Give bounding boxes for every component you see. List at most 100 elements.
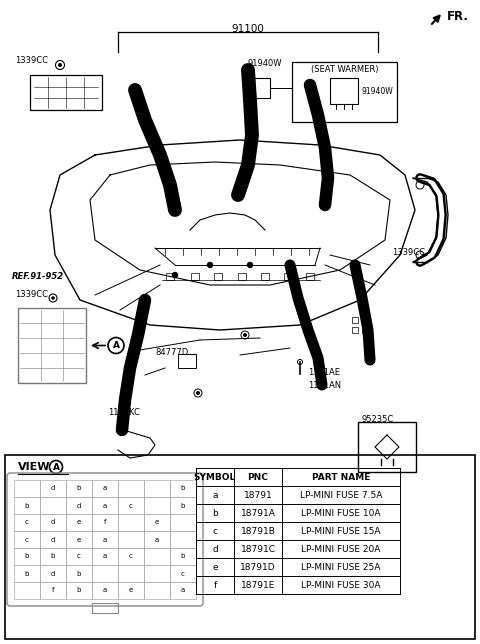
Bar bbox=[66, 565, 92, 582]
Bar bbox=[14, 480, 40, 497]
Bar bbox=[261, 273, 269, 280]
Text: 18791E: 18791E bbox=[241, 580, 275, 589]
Bar bbox=[191, 273, 199, 280]
Circle shape bbox=[288, 263, 292, 267]
Text: 1125KC: 1125KC bbox=[108, 408, 140, 417]
Text: 91100: 91100 bbox=[231, 24, 264, 34]
Bar bbox=[352, 317, 358, 323]
Bar bbox=[18, 308, 86, 383]
Bar bbox=[118, 497, 144, 514]
Text: d: d bbox=[212, 544, 218, 553]
Text: b: b bbox=[77, 587, 81, 594]
Text: c: c bbox=[25, 520, 29, 526]
Text: VIEW: VIEW bbox=[18, 462, 50, 472]
Text: b: b bbox=[181, 502, 185, 509]
Text: A: A bbox=[112, 341, 120, 350]
Bar bbox=[144, 514, 170, 531]
Bar bbox=[14, 497, 40, 514]
Bar bbox=[144, 565, 170, 582]
Text: 18791C: 18791C bbox=[240, 544, 276, 553]
Bar bbox=[306, 273, 314, 280]
Text: REF.91-952: REF.91-952 bbox=[12, 272, 64, 281]
Text: b: b bbox=[77, 571, 81, 576]
Text: a: a bbox=[103, 587, 107, 594]
Circle shape bbox=[172, 272, 178, 278]
Text: f: f bbox=[52, 587, 54, 594]
Bar bbox=[66, 497, 92, 514]
Text: e: e bbox=[77, 536, 81, 542]
Bar bbox=[170, 565, 196, 582]
Bar bbox=[40, 582, 66, 599]
Bar bbox=[144, 548, 170, 565]
Bar bbox=[118, 480, 144, 497]
Text: LP-MINI FUSE 10A: LP-MINI FUSE 10A bbox=[301, 509, 381, 518]
Bar bbox=[14, 548, 40, 565]
Bar bbox=[170, 480, 196, 497]
Bar bbox=[92, 603, 118, 613]
Bar bbox=[238, 273, 246, 280]
Text: 18791D: 18791D bbox=[240, 562, 276, 571]
Text: a: a bbox=[103, 502, 107, 509]
Bar bbox=[92, 514, 118, 531]
Text: b: b bbox=[181, 486, 185, 491]
Text: b: b bbox=[181, 553, 185, 560]
Text: 84777D: 84777D bbox=[155, 348, 188, 357]
Text: LP-MINI FUSE 30A: LP-MINI FUSE 30A bbox=[301, 580, 381, 589]
Bar bbox=[144, 531, 170, 548]
Bar bbox=[5, 455, 475, 639]
Bar bbox=[66, 514, 92, 531]
Text: 18791A: 18791A bbox=[240, 509, 276, 518]
Text: 18791: 18791 bbox=[244, 491, 272, 500]
Text: a: a bbox=[103, 553, 107, 560]
Bar bbox=[30, 75, 102, 110]
Text: a: a bbox=[212, 491, 218, 500]
Text: A: A bbox=[52, 462, 60, 471]
Circle shape bbox=[58, 63, 62, 67]
Bar bbox=[214, 273, 222, 280]
Text: 1339CC: 1339CC bbox=[392, 248, 425, 257]
Bar bbox=[40, 514, 66, 531]
Text: 1141AE: 1141AE bbox=[308, 368, 340, 377]
Text: e: e bbox=[129, 587, 133, 594]
Circle shape bbox=[51, 296, 55, 300]
Bar bbox=[170, 531, 196, 548]
Bar bbox=[292, 62, 397, 122]
Bar bbox=[14, 531, 40, 548]
Text: e: e bbox=[155, 520, 159, 526]
Bar bbox=[92, 548, 118, 565]
Bar bbox=[170, 582, 196, 599]
Text: e: e bbox=[212, 562, 218, 571]
Bar bbox=[92, 582, 118, 599]
Bar bbox=[40, 565, 66, 582]
Text: d: d bbox=[51, 520, 55, 526]
Bar bbox=[40, 497, 66, 514]
Bar bbox=[92, 565, 118, 582]
Text: 91940W: 91940W bbox=[362, 86, 394, 95]
Bar bbox=[66, 582, 92, 599]
Bar bbox=[40, 531, 66, 548]
Text: FR.: FR. bbox=[447, 10, 469, 23]
Bar bbox=[14, 514, 40, 531]
Text: f: f bbox=[214, 580, 216, 589]
Text: 91940W: 91940W bbox=[247, 59, 281, 68]
Bar bbox=[66, 480, 92, 497]
Circle shape bbox=[248, 263, 252, 267]
Text: b: b bbox=[212, 509, 218, 518]
Bar bbox=[118, 548, 144, 565]
Circle shape bbox=[243, 333, 247, 337]
Bar bbox=[40, 548, 66, 565]
Bar bbox=[170, 548, 196, 565]
Text: LP-MINI FUSE 15A: LP-MINI FUSE 15A bbox=[301, 527, 381, 536]
Bar bbox=[166, 273, 174, 280]
Text: d: d bbox=[51, 536, 55, 542]
Bar bbox=[118, 514, 144, 531]
Bar bbox=[144, 582, 170, 599]
Text: PART NAME: PART NAME bbox=[312, 473, 370, 482]
Circle shape bbox=[207, 263, 213, 267]
Bar bbox=[118, 531, 144, 548]
Bar bbox=[170, 514, 196, 531]
Text: e: e bbox=[77, 520, 81, 526]
Text: a: a bbox=[155, 536, 159, 542]
Text: c: c bbox=[77, 553, 81, 560]
Text: 1339CC: 1339CC bbox=[15, 290, 48, 299]
